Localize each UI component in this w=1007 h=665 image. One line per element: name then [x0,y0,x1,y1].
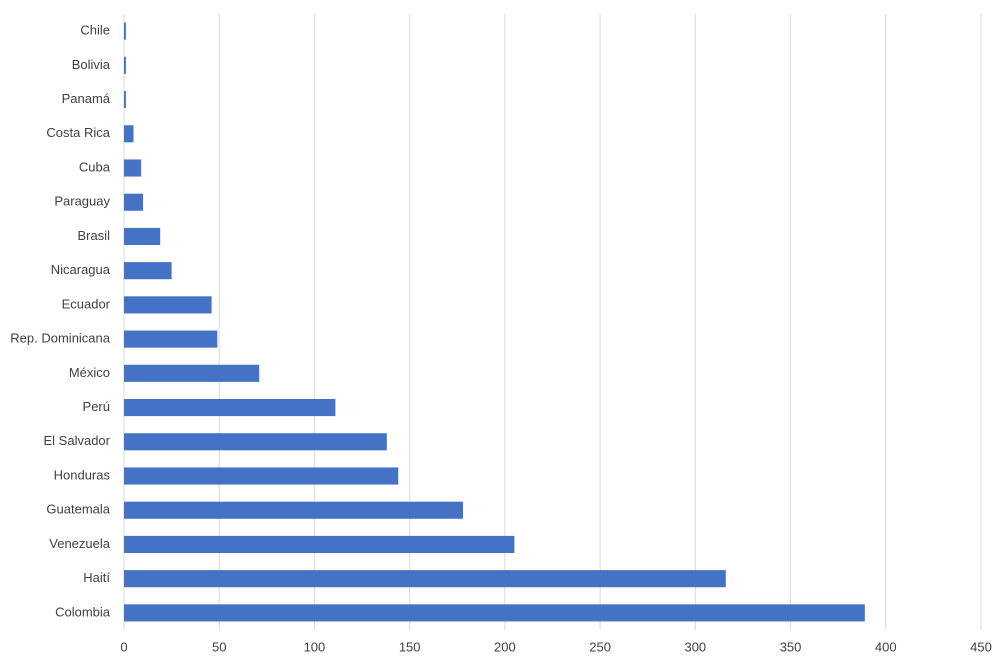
y-tick-label: Honduras [54,467,111,482]
bar [124,330,218,348]
bar [124,467,399,485]
y-tick-label: Haití [83,570,110,585]
bar [124,159,142,177]
x-tick-label: 450 [970,639,992,654]
bar [124,501,463,519]
x-tick-label: 300 [684,639,706,654]
bar [124,262,172,280]
bar [124,193,144,211]
x-tick-label: 50 [212,639,226,654]
y-tick-label: Chile [80,23,110,38]
bar [124,296,212,314]
x-tick-label: 100 [304,639,326,654]
bar [124,433,387,451]
y-tick-label: Perú [83,399,110,414]
x-tick-label: 400 [875,639,897,654]
x-tick-label: 200 [494,639,516,654]
bar [124,604,865,622]
y-tick-label: Nicaragua [51,262,111,277]
bar [124,125,134,143]
y-tick-label: Paraguay [54,194,110,209]
x-tick-label: 150 [399,639,421,654]
bar [124,535,515,553]
y-tick-label: Costa Rica [46,125,110,140]
bar [124,91,126,109]
y-tick-label: Ecuador [62,296,111,311]
x-tick-label: 250 [589,639,611,654]
y-tick-label: Guatemala [46,502,110,517]
bar [124,227,161,245]
y-tick-label: Venezuela [49,536,110,551]
bar [124,399,336,417]
y-tick-label: Panamá [62,91,111,106]
x-tick-label: 0 [120,639,127,654]
y-tick-label: Rep. Dominicana [10,331,110,346]
bar [124,570,726,588]
bar [124,364,260,382]
y-tick-label: Colombia [55,604,111,619]
y-tick-label: Bolivia [72,57,111,72]
y-tick-label: Brasil [77,228,110,243]
y-tick-label: Cuba [79,159,111,174]
y-tick-label: El Salvador [44,433,111,448]
bar [124,56,126,74]
x-tick-label: 350 [780,639,802,654]
y-tick-label: México [69,365,110,380]
bar [124,22,126,40]
